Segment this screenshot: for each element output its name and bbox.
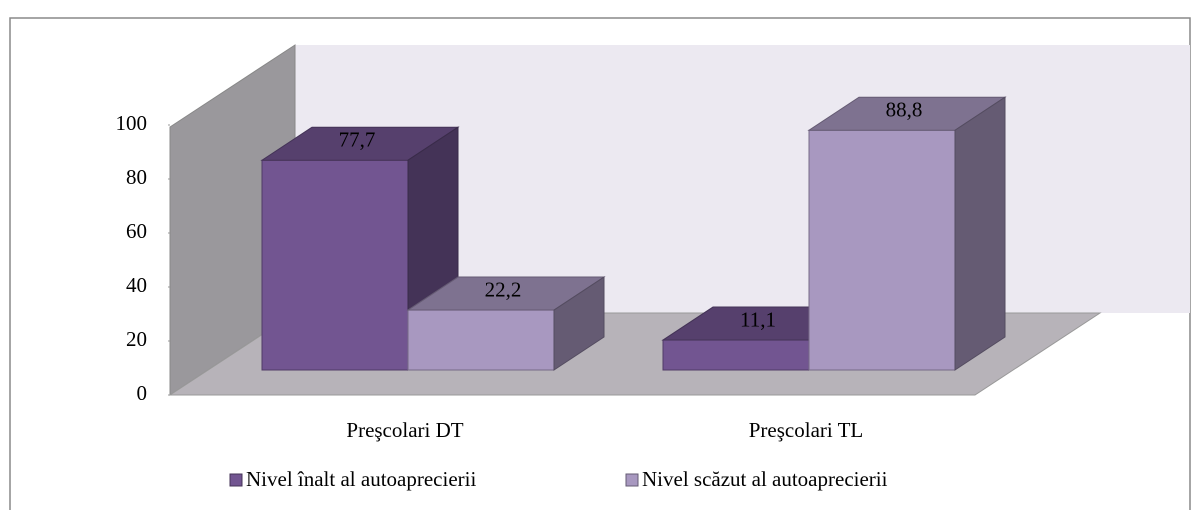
data-label: 77,7: [339, 128, 376, 152]
legend-label: Nivel înalt al autoaprecierii: [246, 467, 476, 491]
y-tick-label: 0: [137, 381, 148, 405]
x-tick-label: Preşcolari TL: [749, 418, 864, 442]
y-tick-label: 20: [126, 327, 147, 351]
data-label: 88,8: [886, 98, 923, 122]
data-label: 22,2: [485, 277, 522, 301]
bar: [807, 96, 1007, 371]
legend-label: Nivel scăzut al autoaprecierii: [642, 467, 888, 491]
bar-front: [808, 129, 956, 371]
bar-front: [261, 159, 409, 371]
bar-side: [553, 276, 605, 371]
bar: [260, 126, 460, 371]
y-tick-label: 100: [116, 111, 148, 135]
y-tick-label: 60: [126, 219, 147, 243]
bar-front: [407, 309, 555, 371]
legend-swatch: [625, 473, 639, 487]
data-label: 11,1: [740, 307, 776, 331]
y-tick-label: 40: [126, 273, 147, 297]
y-tick-label: 80: [126, 165, 147, 189]
bar-side: [954, 96, 1006, 371]
bar-front: [662, 339, 810, 371]
bar: [406, 276, 606, 371]
x-tick-label: Preşcolari DT: [346, 418, 463, 442]
legend-swatch: [229, 473, 243, 487]
